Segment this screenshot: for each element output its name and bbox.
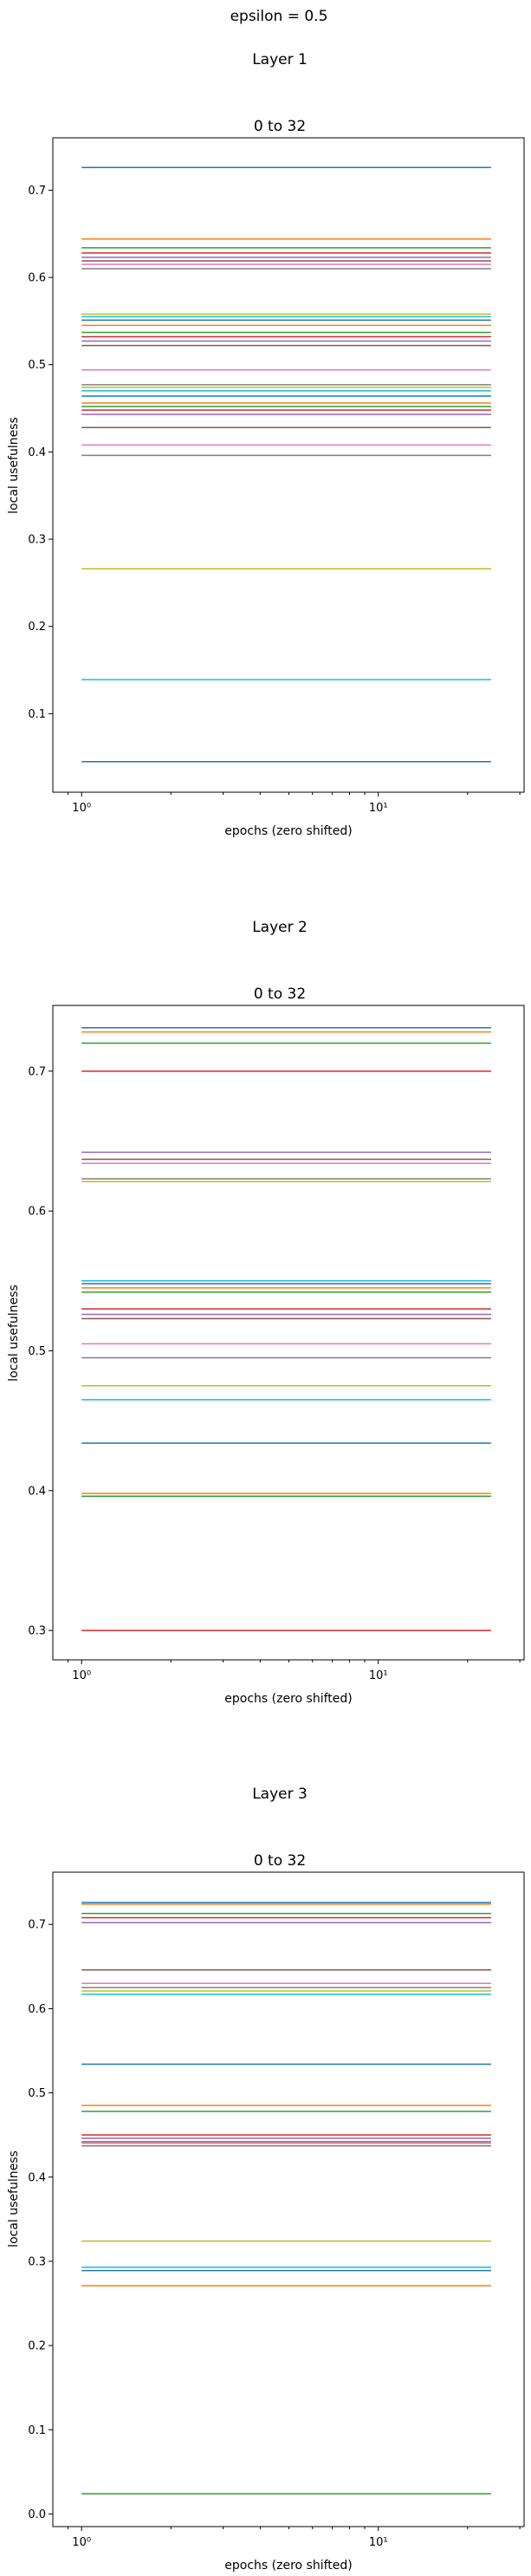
axis-ticks: 0.3 0.4 0.5 0.6 0.7 10⁰ 10¹ bbox=[28, 1065, 521, 1682]
y-tick-label: 0.4 bbox=[28, 2171, 46, 2184]
axes-title: 0 to 32 bbox=[254, 118, 306, 135]
axes-frame bbox=[52, 1005, 525, 1661]
y-tick-label: 0.6 bbox=[28, 2003, 46, 2016]
x-tick-label: 10⁰ bbox=[72, 1669, 91, 1682]
x-axis-label: epochs (zero shifted) bbox=[224, 2559, 352, 2573]
x-axis-label: epochs (zero shifted) bbox=[224, 1692, 352, 1706]
y-axis-label: local usefulness bbox=[7, 2150, 21, 2247]
x-tick-label: 10⁰ bbox=[72, 2536, 91, 2549]
plot-area bbox=[81, 166, 491, 763]
y-tick-label: 0.6 bbox=[28, 1206, 46, 1219]
panel-layer-3: Layer 3 0 to 32 epochs (zero shifted) lo… bbox=[7, 1786, 525, 2573]
y-axis-label: local usefulness bbox=[7, 1285, 21, 1382]
y-tick-label: 0.6 bbox=[28, 272, 46, 285]
y-tick-label: 0.3 bbox=[28, 2255, 46, 2268]
axes-title: 0 to 32 bbox=[254, 986, 306, 1003]
panel-layer-2: Layer 2 0 to 32 epochs (zero shifted) lo… bbox=[7, 919, 525, 1706]
x-tick-label: 10⁰ bbox=[72, 802, 91, 815]
panel-suptitle: Layer 3 bbox=[252, 1786, 308, 1803]
axis-ticks: 0.0 0.1 0.2 0.3 0.4 0.5 0.6 0.7 10⁰ 10¹ bbox=[28, 1919, 521, 2549]
y-tick-label: 0.7 bbox=[28, 185, 46, 198]
y-tick-label: 0.7 bbox=[28, 1065, 46, 1078]
panel-suptitle: Layer 1 bbox=[252, 51, 308, 68]
figure-title: epsilon = 0.5 bbox=[230, 8, 328, 25]
y-tick-label: 0.4 bbox=[28, 446, 46, 459]
y-tick-label: 0.5 bbox=[28, 2087, 46, 2100]
x-tick-label: 10¹ bbox=[369, 1669, 388, 1682]
axes-frame bbox=[52, 137, 525, 793]
axes-frame bbox=[52, 1871, 525, 2527]
y-tick-label: 0.4 bbox=[28, 1485, 46, 1498]
y-tick-label: 0.2 bbox=[28, 621, 46, 634]
axes-title: 0 to 32 bbox=[254, 1852, 306, 1870]
y-tick-label: 0.3 bbox=[28, 534, 46, 547]
panel-suptitle: Layer 2 bbox=[252, 919, 308, 936]
axis-ticks: 0.1 0.2 0.3 0.4 0.5 0.6 0.7 10⁰ 10¹ bbox=[28, 185, 521, 815]
y-tick-label: 0.0 bbox=[28, 2508, 46, 2521]
plot-area bbox=[81, 1027, 491, 1631]
y-tick-label: 0.3 bbox=[28, 1625, 46, 1638]
y-tick-label: 0.2 bbox=[28, 2340, 46, 2353]
x-axis-label: epochs (zero shifted) bbox=[224, 824, 352, 838]
plot-area bbox=[81, 1902, 491, 2495]
y-tick-label: 0.1 bbox=[28, 2424, 46, 2437]
y-tick-label: 0.7 bbox=[28, 1919, 46, 1932]
x-tick-label: 10¹ bbox=[369, 2536, 388, 2549]
x-tick-label: 10¹ bbox=[369, 802, 388, 815]
y-tick-label: 0.1 bbox=[28, 708, 46, 721]
y-axis-label: local usefulness bbox=[7, 417, 21, 514]
y-tick-label: 0.5 bbox=[28, 1345, 46, 1358]
panel-layer-1: Layer 1 0 to 32 epochs (zero shifted) lo… bbox=[7, 51, 525, 838]
y-tick-label: 0.5 bbox=[28, 359, 46, 372]
